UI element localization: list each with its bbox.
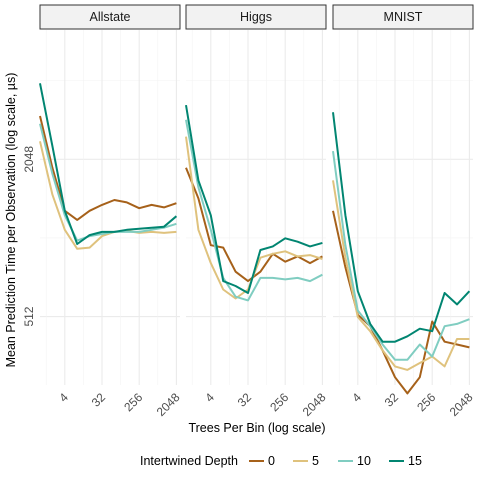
x-tick-label: 2048 (154, 390, 183, 419)
panel-title: MNIST (384, 10, 423, 24)
panel-strip (185, 4, 327, 30)
x-tick-label: 4 (202, 390, 217, 405)
legend-title: Intertwined Depth (140, 454, 238, 468)
legend-label-10: 10 (357, 454, 371, 468)
x-tick-label: 256 (414, 390, 438, 414)
panel-mnist: MNIST (332, 4, 474, 395)
y-tick-labels: 512 2048 (22, 146, 36, 327)
x-tick-label: 2048 (300, 390, 329, 419)
x-tick-label: 256 (267, 390, 291, 414)
legend: Intertwined Depth 0 5 10 15 (140, 454, 422, 468)
panel-strip (39, 4, 181, 30)
x-tick-label: 4 (56, 390, 71, 405)
series-line-10 (185, 119, 323, 302)
x-tick-label: 4 (349, 390, 364, 405)
series-line-10 (39, 123, 177, 242)
x-tick-label: 32 (235, 390, 255, 410)
panel-title: Allstate (90, 10, 131, 24)
x-tick-label: 2048 (447, 390, 476, 419)
x-tick-label: 32 (89, 390, 109, 410)
legend-label-0: 0 (268, 454, 275, 468)
legend-label-5: 5 (312, 454, 319, 468)
series-line-15 (185, 104, 323, 294)
x-tick-label: 32 (382, 390, 402, 410)
gridlines (40, 30, 180, 385)
series-line-0 (39, 115, 177, 221)
series-line-5 (332, 180, 470, 371)
gridlines (186, 30, 326, 385)
legend-label-15: 15 (408, 454, 422, 468)
panel-title: Higgs (240, 10, 272, 24)
series-line-15 (39, 83, 178, 245)
panel-allstate: Allstate (39, 4, 181, 385)
panel-strip (332, 4, 474, 30)
legend-items: 0 5 10 15 (249, 454, 422, 468)
y-tick-label: 512 (22, 306, 36, 326)
series-line-15 (332, 112, 471, 343)
x-tick-labels: 4 32 256 2048 4 32 256 2048 4 32 256 2048 (56, 390, 475, 419)
gridlines (333, 30, 473, 385)
series-line-0 (185, 167, 323, 283)
x-tick-label: 256 (121, 390, 145, 414)
series-line-10 (332, 150, 470, 361)
panel-higgs: Higgs (185, 4, 327, 385)
x-axis-label: Trees Per Bin (log scale) (188, 421, 325, 435)
series-line-5 (39, 141, 177, 250)
panels-layer: Allstate Higgs MNIST (39, 4, 474, 395)
y-axis-label: Mean Prediction Time per Observation (lo… (4, 73, 18, 368)
y-tick-label: 2048 (22, 146, 36, 173)
